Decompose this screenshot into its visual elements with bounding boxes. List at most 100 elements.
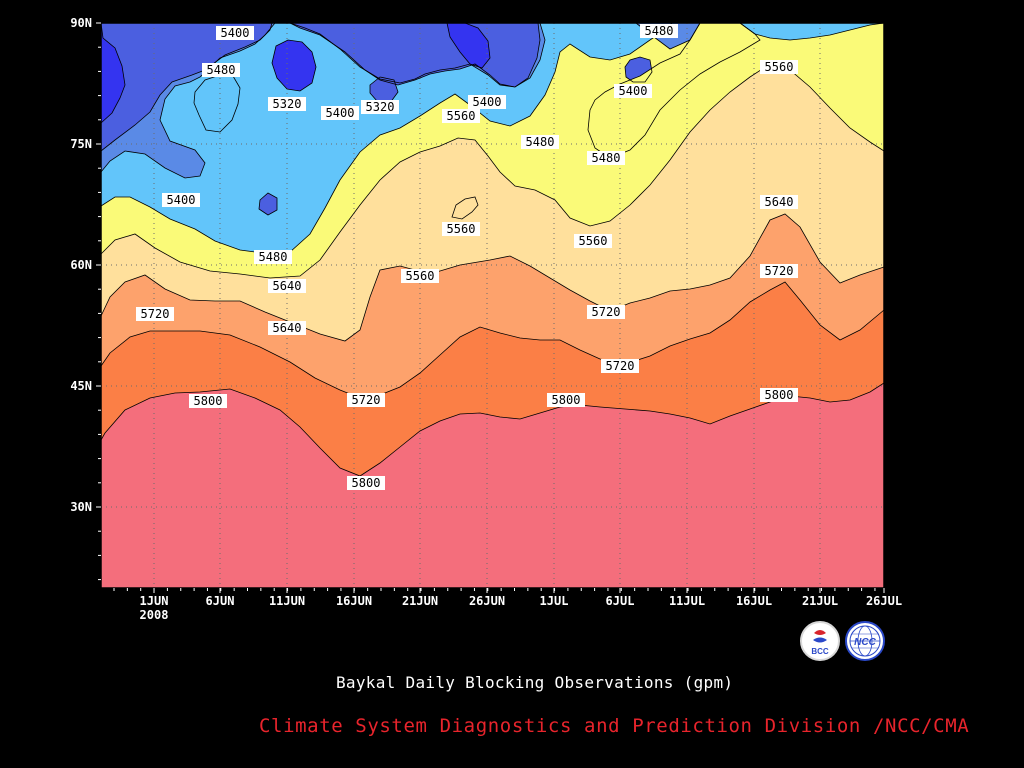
contour-label-bg: [468, 95, 506, 109]
contour-label-text: 5400: [326, 106, 355, 120]
contour-label: 5800: [347, 476, 385, 490]
region-5320-d: [259, 193, 277, 215]
x-tick-label: 16JUL: [736, 594, 772, 608]
x-tick-label: 21JUN: [402, 594, 438, 608]
x-tick-label: 6JUN: [206, 594, 235, 608]
contour-label-bg: [614, 84, 652, 98]
contour-label-text: 5800: [765, 388, 794, 402]
region-low-a: [101, 23, 125, 123]
contour-label-text: 5480: [592, 151, 621, 165]
contour-label: 5480: [521, 135, 559, 149]
contour-line: [258, 192, 278, 216]
contour-line: [100, 22, 673, 255]
contour-label-bg: [347, 476, 385, 490]
contour-label: 5720: [601, 359, 639, 373]
contour-label-bg: [321, 106, 359, 120]
contour-line: [289, 22, 541, 88]
contour-line: [100, 22, 885, 477]
contour-label-bg: [640, 24, 678, 38]
contour-label: 5480: [254, 250, 292, 264]
y-tick-label: 90N: [70, 16, 92, 30]
contour-line: [100, 22, 126, 124]
contour-label-text: 5640: [765, 195, 794, 209]
contour-label: 5800: [760, 388, 798, 402]
contour-label-bg: [601, 359, 639, 373]
contour-line: [451, 196, 479, 220]
contour-label: 5320: [268, 97, 306, 111]
x-tick-label: 16JUN: [336, 594, 372, 608]
contour-label-text: 5400: [167, 193, 196, 207]
plot-frame: [100, 22, 885, 589]
region-low-c: [272, 40, 316, 91]
contour-line: [271, 39, 317, 92]
contour-label-text: 5640: [273, 321, 302, 335]
contour-line: [289, 22, 546, 88]
contour-label-bg: [442, 109, 480, 123]
contour-label-bg: [760, 195, 798, 209]
x-tick-label: 11JUL: [669, 594, 705, 608]
contour-line: [100, 22, 273, 152]
contour-label: 5560: [401, 269, 439, 283]
contour-label-bg: [268, 97, 306, 111]
contour-label: 5720: [347, 393, 385, 407]
region-5560-island: [452, 197, 478, 219]
contour-label-text: 5560: [447, 109, 476, 123]
contour-label-bg: [202, 63, 240, 77]
contour-label: 5400: [321, 106, 359, 120]
contour-label-bg: [547, 393, 585, 407]
contour-label-bg: [254, 250, 292, 264]
axes: 1JUN 6JUN 11JUN 16JUN 21JUN 26JUN 1JUL 6JUL 11JU…: [70, 16, 902, 622]
contour-label: 5560: [442, 109, 480, 123]
contour-line: [100, 22, 885, 342]
chart-title: Baykal Daily Blocking Observations (gpm): [336, 673, 734, 692]
contour-label: 5720: [760, 264, 798, 278]
contour-label: 5720: [136, 307, 174, 321]
y-tick-label: 45N: [70, 379, 92, 393]
contour-label-text: 5400: [619, 84, 648, 98]
y-tick-label: 75N: [70, 137, 92, 151]
contour-label-bg: [268, 321, 306, 335]
ncc-logo-text: NCC: [854, 637, 876, 648]
contour-line: [738, 22, 885, 41]
x-tick-label: 1JUL: [540, 594, 569, 608]
x-tick-label: 26JUL: [866, 594, 902, 608]
contour-label: 5400: [614, 84, 652, 98]
contour-label-bg: [347, 393, 385, 407]
grid: [101, 23, 884, 588]
contour-label: 5640: [268, 321, 306, 335]
contour-label-text: 5480: [645, 24, 674, 38]
contour-line: [100, 22, 885, 399]
contour-label: 5320: [361, 100, 399, 114]
contour-label-text: 5720: [141, 307, 170, 321]
contour-label-bg: [216, 26, 254, 40]
region-5480-island: [194, 75, 240, 132]
contour-label-bg: [760, 60, 798, 74]
contour-label-bg: [521, 135, 559, 149]
credit-line: Climate System Diagnostics and Predictio…: [259, 715, 970, 737]
contour-label: 5720: [587, 305, 625, 319]
contour-label-bg: [760, 264, 798, 278]
contour-label-text: 5800: [194, 394, 223, 408]
contour-labels: 5400 5480 5320 5400 5320 5400 5560 5480 5480 5400…: [136, 24, 798, 490]
contour-label: 5400: [216, 26, 254, 40]
contour-label-bg: [162, 193, 200, 207]
contour-label: 5480: [202, 63, 240, 77]
bcc-logo: BCC: [800, 621, 840, 661]
contour-label: 5640: [268, 279, 306, 293]
contour-label-text: 5320: [366, 100, 395, 114]
contour-label: 5560: [760, 60, 798, 74]
contour-label: 5800: [547, 393, 585, 407]
contour-line: [587, 22, 761, 159]
contour-line: [624, 56, 653, 83]
contour-line: [100, 22, 885, 279]
region-5320-e: [370, 77, 398, 103]
contour-line: [446, 22, 491, 69]
contour-label-text: 5720: [606, 359, 635, 373]
contour-label-bg: [587, 305, 625, 319]
region-5320-a: [101, 23, 272, 151]
contour-label-text: 5800: [552, 393, 581, 407]
contour-label-text: 5320: [273, 97, 302, 111]
contour-label-text: 5480: [526, 135, 555, 149]
contour-label-text: 5480: [259, 250, 288, 264]
